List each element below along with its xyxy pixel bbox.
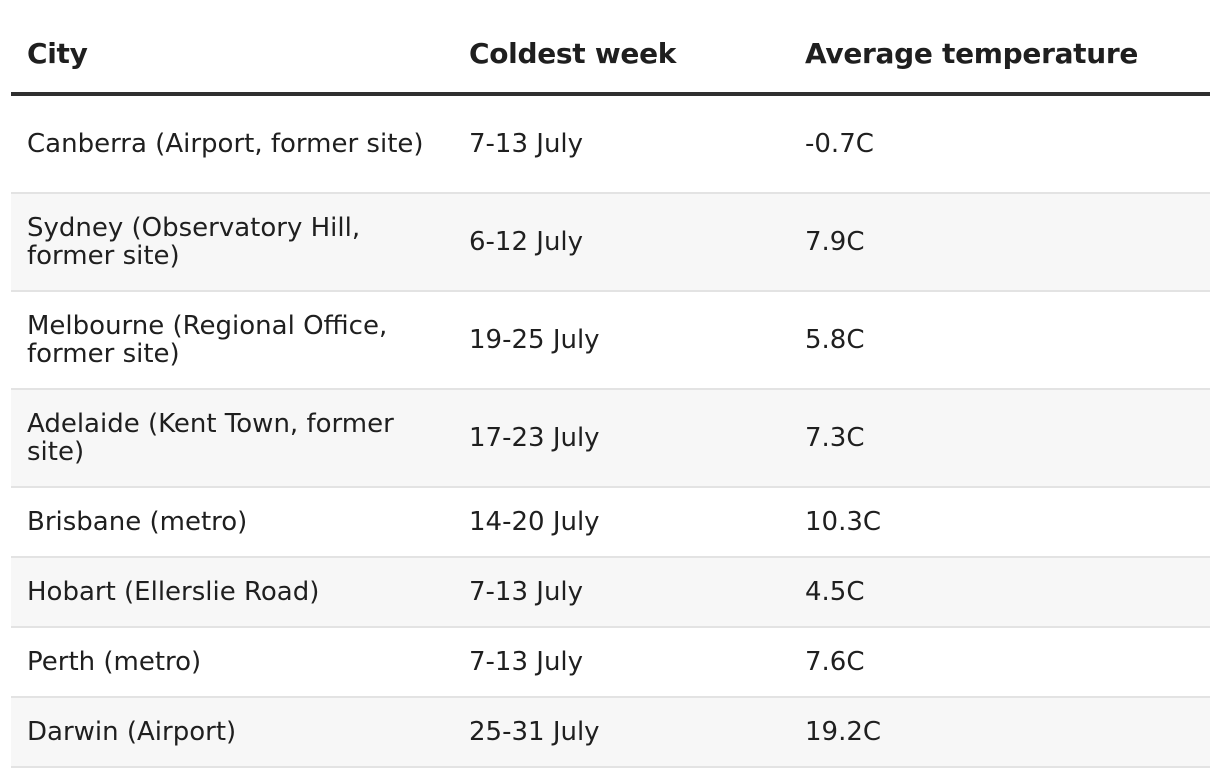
temperature-cell: 4.5C (805, 577, 865, 607)
city-cell: Canberra (Airport, former site) (27, 129, 424, 159)
city-cell: Hobart (Ellerslie Road) (27, 577, 320, 607)
table-header: City Coldest week Average temperature (11, 0, 1210, 96)
week-cell: 7-13 July (469, 577, 584, 607)
week-cell: 19-25 July (469, 325, 600, 355)
city-cell: Adelaide (Kent Town, former site) (27, 409, 394, 467)
city-cell: Perth (metro) (27, 647, 202, 677)
table-row: Sydney (Observatory Hill, former site) 6… (11, 194, 1210, 292)
week-cell: 14-20 July (469, 507, 600, 537)
temperature-cell: 7.3C (805, 423, 865, 453)
week-cell: 6-12 July (469, 227, 584, 257)
table-row: Adelaide (Kent Town, former site) 17-23 … (11, 390, 1210, 488)
table-row: Hobart (Ellerslie Road) 7-13 July 4.5C (11, 558, 1210, 628)
week-cell: 17-23 July (469, 423, 600, 453)
week-cell: 7-13 July (469, 129, 584, 159)
table-row: Perth (metro) 7-13 July 7.6C (11, 628, 1210, 698)
temperature-cell: 7.9C (805, 227, 865, 257)
table-row: Melbourne (Regional Office, former site)… (11, 292, 1210, 390)
table-row: Darwin (Airport) 25-31 July 19.2C (11, 698, 1210, 768)
city-cell: Melbourne (Regional Office, former site) (27, 311, 388, 369)
temperature-cell: 10.3C (805, 507, 882, 537)
header-city: City (27, 37, 88, 70)
header-coldest-week: Coldest week (469, 37, 677, 70)
header-average-temperature: Average temperature (805, 37, 1139, 70)
temperature-cell: 5.8C (805, 325, 865, 355)
city-cell: Darwin (Airport) (27, 717, 237, 747)
week-cell: 25-31 July (469, 717, 600, 747)
coldest-week-table: City Coldest week Average temperature Ca… (11, 0, 1210, 768)
city-cell: Sydney (Observatory Hill, former site) (27, 213, 361, 271)
temperature-cell: 19.2C (805, 717, 882, 747)
table-body: Canberra (Airport, former site) 7-13 Jul… (11, 96, 1210, 768)
city-cell: Brisbane (metro) (27, 507, 248, 537)
table-row: Canberra (Airport, former site) 7-13 Jul… (11, 96, 1210, 194)
week-cell: 7-13 July (469, 647, 584, 677)
temperature-cell: 7.6C (805, 647, 865, 677)
temperature-cell: -0.7C (805, 129, 874, 159)
table-row: Brisbane (metro) 14-20 July 10.3C (11, 488, 1210, 558)
